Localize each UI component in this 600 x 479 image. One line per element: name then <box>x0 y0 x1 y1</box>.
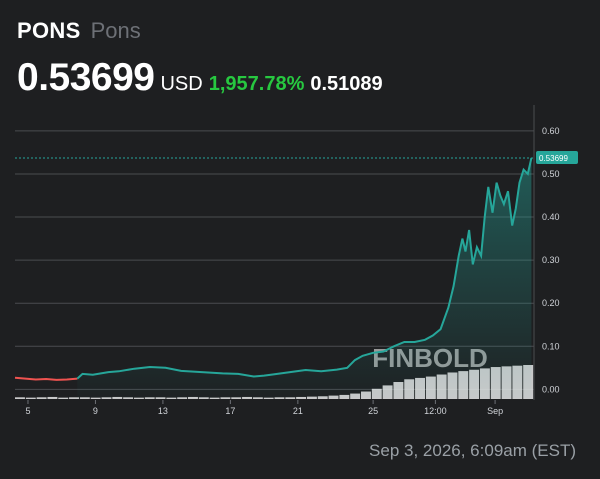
y-axis-ticks: 0.00 0.10 0.20 0.30 0.40 0.50 0.60 <box>542 126 560 395</box>
volume-bar <box>101 397 112 399</box>
grid-lines <box>15 105 535 400</box>
current-price-label: 0.53699 <box>536 151 578 165</box>
volume-bar <box>47 396 58 399</box>
volume-bar <box>209 397 220 399</box>
y-tick-label: 0.50 <box>542 169 560 179</box>
volume-bar <box>220 397 231 399</box>
ticker-name: Pons <box>90 18 141 43</box>
y-tick-label: 0.30 <box>542 255 560 265</box>
volume-bar <box>123 397 134 399</box>
ticker-symbol: PONS <box>17 18 81 43</box>
chart-svg[interactable]: FINBOLD 0.000.100.200.300.400.500.60 591… <box>0 95 600 425</box>
volume-bar <box>144 397 155 399</box>
volume-bar <box>198 397 209 399</box>
x-tick-label: 13 <box>158 406 168 416</box>
volume-bar <box>285 397 296 399</box>
price-line-down <box>14 376 78 381</box>
volume-bar <box>79 397 90 399</box>
volume-bar <box>90 397 101 399</box>
y-tick-label: 0.00 <box>542 384 560 394</box>
currency-label: USD <box>160 73 203 95</box>
volume-bar <box>263 397 274 399</box>
y-tick-label: 0.60 <box>542 126 560 136</box>
volume-bar <box>166 397 177 399</box>
x-tick-label: 5 <box>25 406 30 416</box>
x-axis-ticks: 5 9 13 17 21 25 12:00 Sep <box>25 400 503 416</box>
previous-value: 0.51089 <box>310 73 383 95</box>
volume-bar <box>133 397 144 399</box>
price-chart[interactable]: FINBOLD 0.000.100.200.300.400.500.60 591… <box>0 95 600 425</box>
volume-bar <box>15 397 25 399</box>
header: PONS Pons <box>17 18 141 44</box>
x-tick-label: 9 <box>93 406 98 416</box>
volume-bar <box>36 397 47 399</box>
x-tick-label: 21 <box>293 406 303 416</box>
current-price: 0.53699 <box>17 56 155 99</box>
x-tick-label: 12:00 <box>424 406 447 416</box>
volume-bar <box>155 397 166 399</box>
volume-bar <box>252 397 263 399</box>
volume-bar <box>177 397 188 399</box>
timestamp: Sep 3, 2026, 6:09am (EST) <box>369 441 576 460</box>
volume-bar <box>274 397 285 399</box>
y-tick-label: 0.40 <box>542 212 560 222</box>
y-tick-label: 0.10 <box>542 341 560 351</box>
x-tick-label: 17 <box>225 406 235 416</box>
x-tick-label: 25 <box>368 406 378 416</box>
volume-bar <box>25 397 36 399</box>
price-area <box>77 158 532 398</box>
current-price-box <box>536 151 578 165</box>
volume-bar <box>58 397 69 399</box>
volume-bar <box>231 397 242 399</box>
price-line-up <box>76 157 533 380</box>
price-row: 0.53699 USD 1,957.78% 0.51089 <box>17 56 383 100</box>
current-price-text: 0.53699 <box>539 154 568 163</box>
y-tick-label: 0.20 <box>542 298 560 308</box>
volume-bar <box>69 397 80 399</box>
percent-change: 1,957.78% <box>208 73 305 95</box>
x-tick-label: Sep <box>487 406 503 416</box>
